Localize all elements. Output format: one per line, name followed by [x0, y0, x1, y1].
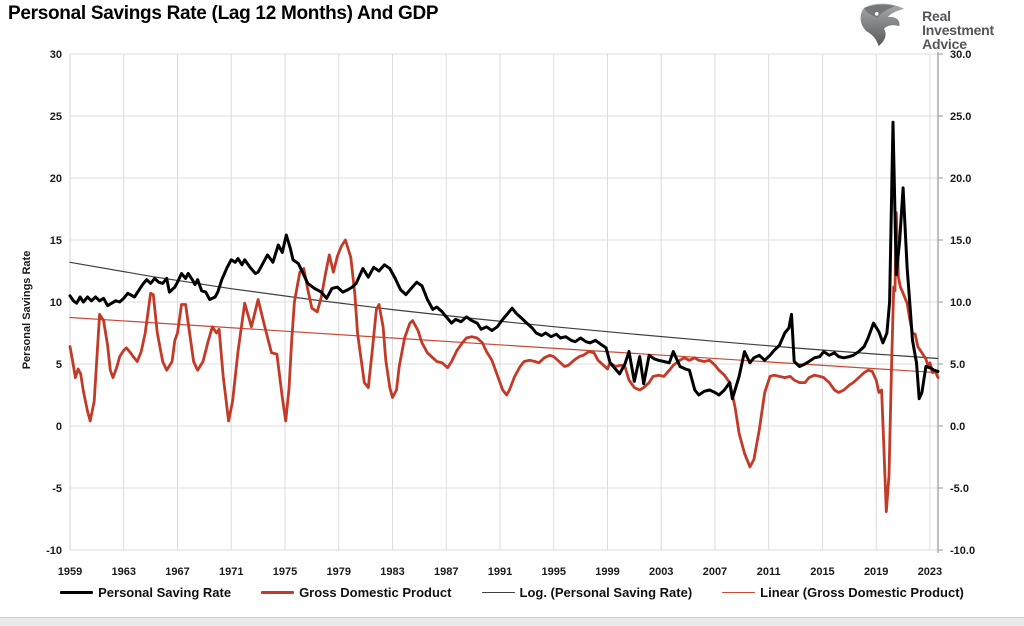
svg-text:15.0: 15.0: [950, 235, 971, 247]
svg-text:25: 25: [50, 111, 62, 123]
legend-label: Gross Domestic Product: [299, 585, 452, 600]
svg-text:-10: -10: [46, 545, 62, 557]
legend-swatch-gray-thin-line: [481, 591, 515, 594]
svg-text:0.0: 0.0: [950, 421, 965, 433]
svg-text:1999: 1999: [595, 566, 619, 578]
svg-text:5: 5: [56, 359, 62, 371]
legend-label: Log. (Personal Saving Rate): [519, 585, 693, 600]
chart-legend: Personal Saving Rate Gross Domestic Prod…: [0, 585, 1024, 600]
svg-text:1983: 1983: [380, 566, 404, 578]
svg-text:-10.0: -10.0: [950, 545, 975, 557]
legend-label: Linear (Gross Domestic Product): [760, 585, 964, 600]
svg-text:10.0: 10.0: [950, 297, 971, 309]
svg-text:20.0: 20.0: [950, 173, 971, 185]
svg-text:2015: 2015: [810, 566, 834, 578]
svg-text:5.0: 5.0: [950, 359, 965, 371]
svg-text:1979: 1979: [326, 566, 350, 578]
svg-text:1975: 1975: [273, 566, 297, 578]
svg-text:1987: 1987: [434, 566, 458, 578]
svg-text:15: 15: [50, 235, 62, 247]
svg-text:1991: 1991: [488, 566, 512, 578]
brand-logo: Real Investment Advice: [855, 2, 994, 57]
brand-name: Real Investment Advice: [922, 9, 994, 51]
legend-swatch-black-line: [60, 591, 94, 594]
svg-text:1959: 1959: [58, 566, 82, 578]
svg-text:2019: 2019: [864, 566, 888, 578]
svg-text:25.0: 25.0: [950, 111, 971, 123]
svg-text:1995: 1995: [541, 566, 565, 578]
window-bottom-edge: [0, 617, 1024, 626]
legend-swatch-red-line: [261, 591, 295, 594]
svg-text:1971: 1971: [219, 566, 243, 578]
legend-item-linear-trend: Linear (Gross Domestic Product): [722, 585, 964, 600]
svg-text:1963: 1963: [112, 566, 136, 578]
brand-line-3: Advice: [922, 35, 967, 52]
svg-text:2023: 2023: [918, 566, 942, 578]
brand-line-1: Real: [922, 7, 951, 24]
chart-title: Personal Savings Rate (Lag 12 Months) An…: [8, 3, 439, 24]
svg-text:10: 10: [50, 297, 62, 309]
svg-text:2011: 2011: [757, 566, 781, 578]
svg-text:30: 30: [50, 49, 62, 61]
legend-item-log-trend: Log. (Personal Saving Rate): [481, 585, 693, 600]
svg-text:-5: -5: [52, 483, 62, 495]
legend-swatch-red-thin-line: [722, 591, 756, 594]
svg-text:1967: 1967: [165, 566, 189, 578]
svg-text:-5.0: -5.0: [950, 483, 969, 495]
brand-line-2: Investment: [922, 21, 994, 38]
svg-text:2003: 2003: [649, 566, 673, 578]
svg-text:Personal Savings Rate: Personal Savings Rate: [21, 251, 33, 370]
svg-text:0: 0: [56, 421, 62, 433]
svg-text:2007: 2007: [703, 566, 727, 578]
svg-text:20: 20: [50, 173, 62, 185]
legend-item-gross-domestic-product: Gross Domestic Product: [261, 585, 452, 600]
legend-item-personal-saving-rate: Personal Saving Rate: [60, 585, 231, 600]
legend-label: Personal Saving Rate: [98, 585, 232, 600]
svg-text:30.0: 30.0: [950, 49, 971, 61]
line-chart-plot: 30 30.0 25 25.0 20 20.0 15 15.0 10 10.0 5 5.0 0 0.0 -5…: [21, 49, 975, 578]
eagle-shield-icon: [855, 2, 913, 57]
